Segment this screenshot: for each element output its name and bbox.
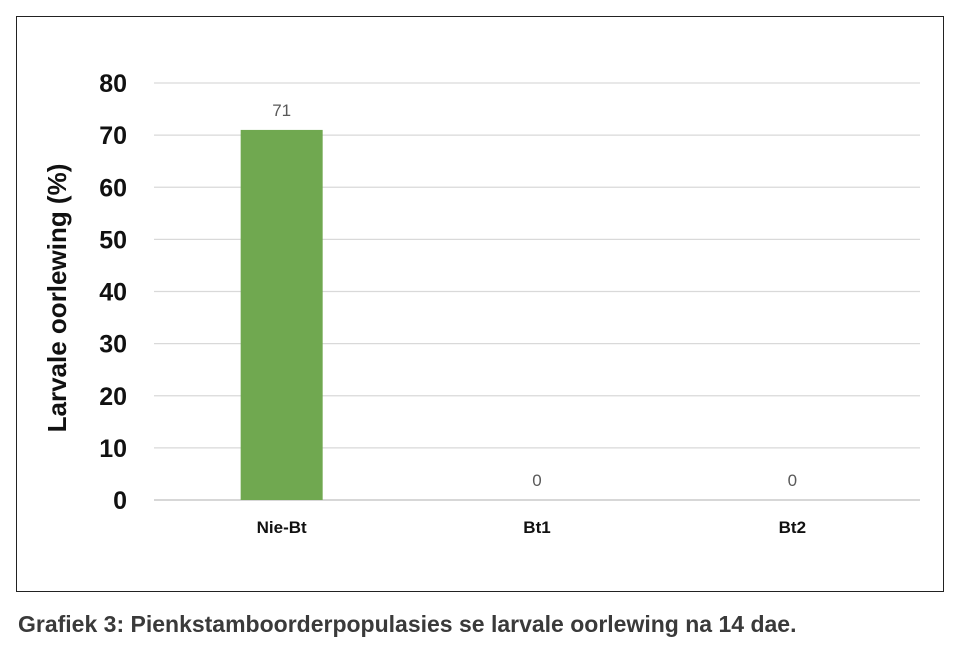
y-tick-label: 40 (99, 279, 127, 307)
data-label: 0 (788, 471, 797, 490)
data-label: 71 (272, 101, 291, 120)
y-tick-label: 20 (99, 383, 127, 411)
y-tick-label: 60 (99, 174, 127, 202)
y-tick-label: 50 (99, 226, 127, 254)
y-tick-label: 10 (99, 435, 127, 463)
y-tick-label: 80 (99, 70, 127, 98)
chart-frame (16, 16, 944, 592)
bars (240, 129, 323, 500)
bar-nie-bt (240, 129, 323, 500)
x-tick-label: Bt2 (779, 518, 806, 537)
data-label: 0 (532, 471, 541, 490)
y-tick-label: 30 (99, 331, 127, 359)
x-tick-labels: Nie-Bt Bt1 Bt2 (257, 518, 806, 537)
bar-chart: 0 10 20 30 40 50 60 70 80 71 0 0 Nie-Bt Bt1 Bt2 Larv… (42, 70, 920, 537)
data-labels: 71 0 0 (272, 101, 797, 490)
x-tick-label: Nie-Bt (257, 518, 307, 537)
y-axis-label: Larvale oorlewing (%) (42, 164, 72, 433)
y-tick-label: 70 (99, 122, 127, 150)
y-tick-labels: 0 10 20 30 40 50 60 70 80 (99, 70, 127, 515)
x-tick-label: Bt1 (523, 518, 550, 537)
y-tick-label: 0 (113, 487, 127, 515)
figure-caption: Grafiek 3: Pienkstamboorderpopulasies se… (18, 611, 797, 637)
